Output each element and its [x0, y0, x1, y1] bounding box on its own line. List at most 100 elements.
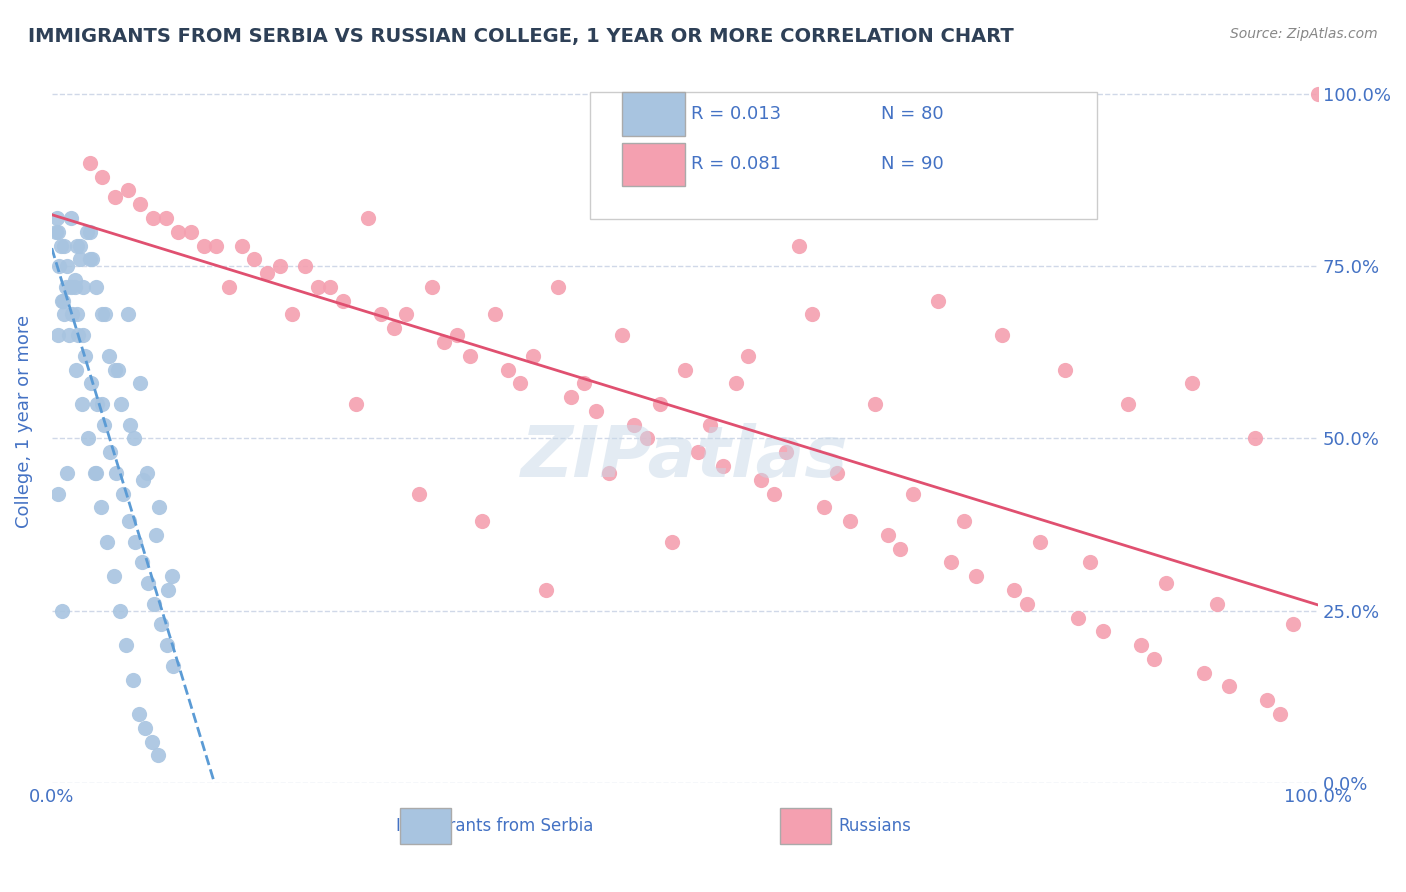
Point	[307, 280, 329, 294]
Point	[69, 252, 91, 267]
Text: Source: ZipAtlas.com: Source: ZipAtlas.com	[1230, 27, 1378, 41]
Point	[471, 514, 494, 528]
Point	[108, 604, 131, 618]
Point	[661, 534, 683, 549]
Point	[145, 528, 167, 542]
Point	[141, 734, 163, 748]
Point	[1268, 707, 1291, 722]
Point	[420, 280, 443, 294]
Point	[965, 569, 987, 583]
Point	[51, 604, 73, 618]
Point	[560, 390, 582, 404]
Point	[256, 266, 278, 280]
Point	[104, 362, 127, 376]
Point	[143, 597, 166, 611]
Point	[117, 184, 139, 198]
Point	[160, 569, 183, 583]
Point	[243, 252, 266, 267]
Point	[66, 308, 89, 322]
Point	[72, 328, 94, 343]
Point	[408, 486, 430, 500]
Point	[648, 397, 671, 411]
Point	[319, 280, 342, 294]
Point	[193, 238, 215, 252]
Point	[63, 273, 86, 287]
Point	[1078, 556, 1101, 570]
Point	[131, 556, 153, 570]
Point	[1053, 362, 1076, 376]
Point	[83, 466, 105, 480]
Point	[749, 473, 772, 487]
Point	[128, 707, 150, 722]
Point	[484, 308, 506, 322]
Point	[97, 349, 120, 363]
FancyBboxPatch shape	[621, 92, 685, 136]
Text: IMMIGRANTS FROM SERBIA VS RUSSIAN COLLEGE, 1 YEAR OR MORE CORRELATION CHART: IMMIGRANTS FROM SERBIA VS RUSSIAN COLLEG…	[28, 27, 1014, 45]
Point	[52, 293, 75, 308]
Text: R = 0.013: R = 0.013	[692, 105, 782, 123]
Point	[1180, 376, 1202, 391]
Point	[45, 225, 67, 239]
Point	[63, 280, 86, 294]
Point	[1091, 624, 1114, 639]
Point	[180, 225, 202, 239]
Point	[94, 308, 117, 322]
FancyBboxPatch shape	[399, 808, 451, 845]
Point	[167, 225, 190, 239]
Point	[136, 576, 159, 591]
Point	[939, 556, 962, 570]
Point	[1281, 617, 1303, 632]
Point	[122, 432, 145, 446]
Point	[1218, 680, 1240, 694]
Point	[46, 328, 69, 343]
Point	[825, 466, 848, 480]
Point	[55, 280, 77, 294]
Point	[382, 321, 405, 335]
Point	[77, 432, 100, 446]
Point	[990, 328, 1012, 343]
Point	[115, 638, 138, 652]
Point	[93, 417, 115, 432]
Point	[117, 308, 139, 322]
Point	[370, 308, 392, 322]
Point	[157, 582, 180, 597]
Point	[120, 417, 142, 432]
Point	[53, 308, 76, 322]
Point	[69, 238, 91, 252]
Text: R = 0.081: R = 0.081	[692, 155, 782, 173]
Point	[91, 169, 114, 184]
Point	[1205, 597, 1227, 611]
Text: Immigrants from Serbia: Immigrants from Serbia	[396, 817, 593, 835]
Point	[711, 458, 734, 473]
Point	[84, 466, 107, 480]
Point	[142, 211, 165, 225]
Point	[598, 466, 620, 480]
Point	[79, 252, 101, 267]
Text: Russians: Russians	[838, 817, 911, 835]
Point	[1116, 397, 1139, 411]
Point	[724, 376, 747, 391]
Point	[813, 500, 835, 515]
Point	[111, 486, 134, 500]
Point	[134, 721, 156, 735]
Point	[79, 156, 101, 170]
Point	[53, 238, 76, 252]
Point	[146, 748, 169, 763]
Point	[46, 225, 69, 239]
Point	[90, 500, 112, 515]
Point	[60, 308, 83, 322]
Text: N = 80: N = 80	[882, 105, 943, 123]
Point	[1256, 693, 1278, 707]
Point	[96, 534, 118, 549]
Point	[332, 293, 354, 308]
Point	[118, 514, 141, 528]
Point	[56, 260, 79, 274]
Point	[952, 514, 974, 528]
Point	[121, 673, 143, 687]
Point	[737, 349, 759, 363]
Point	[155, 211, 177, 225]
Point	[572, 376, 595, 391]
Text: N = 90: N = 90	[882, 155, 943, 173]
Point	[129, 197, 152, 211]
Point	[105, 466, 128, 480]
